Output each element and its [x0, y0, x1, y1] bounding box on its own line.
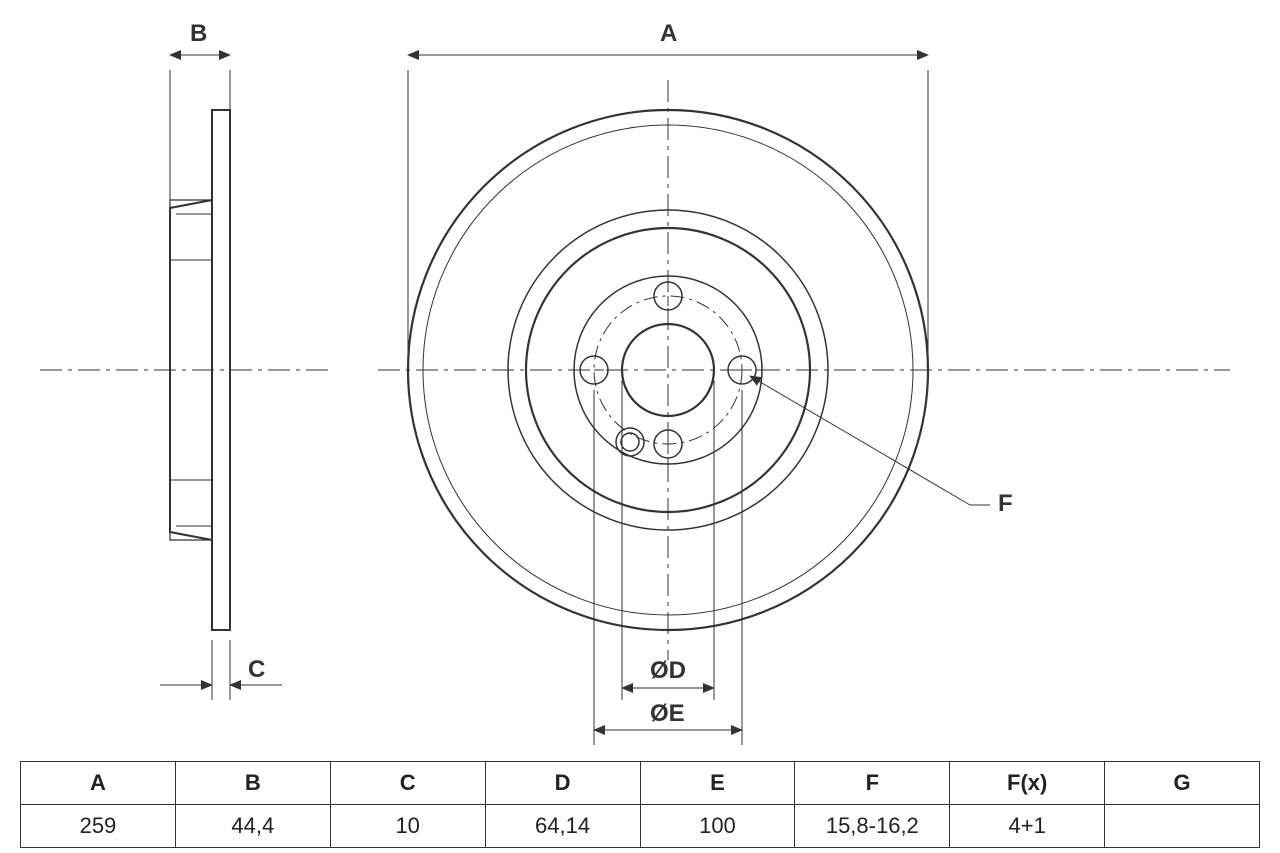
col-header: A	[21, 762, 176, 805]
label-A: A	[660, 20, 677, 48]
col-header: C	[330, 762, 485, 805]
label-B: B	[190, 20, 207, 48]
table-cell: 4+1	[950, 805, 1105, 848]
table-cell: 259	[21, 805, 176, 848]
label-C: C	[248, 656, 265, 684]
col-header: D	[485, 762, 640, 805]
col-header: F(x)	[950, 762, 1105, 805]
side-view	[40, 110, 330, 630]
col-header: F	[795, 762, 950, 805]
table-cell: 64,14	[485, 805, 640, 848]
col-header: B	[175, 762, 330, 805]
table-cell: 100	[640, 805, 795, 848]
table-header-row: A B C D E F F(x) G	[21, 762, 1260, 805]
front-view	[378, 80, 1230, 660]
label-F: F	[998, 490, 1013, 518]
technical-drawing: A B C ØD ØE F	[0, 0, 1280, 760]
label-D: ØD	[650, 657, 686, 685]
table-cell: 10	[330, 805, 485, 848]
col-header: E	[640, 762, 795, 805]
dim-B	[170, 55, 230, 200]
table-cell: 15,8-16,2	[795, 805, 950, 848]
dimension-table-container: A B C D E F F(x) G 259 44,4 10 64,14 100…	[20, 761, 1260, 848]
col-header: G	[1105, 762, 1260, 805]
table-row: 259 44,4 10 64,14 100 15,8-16,2 4+1	[21, 805, 1260, 848]
table-cell	[1105, 805, 1260, 848]
dimension-table: A B C D E F F(x) G 259 44,4 10 64,14 100…	[20, 761, 1260, 848]
dim-F	[750, 376, 990, 505]
label-E: ØE	[650, 700, 685, 728]
table-cell: 44,4	[175, 805, 330, 848]
